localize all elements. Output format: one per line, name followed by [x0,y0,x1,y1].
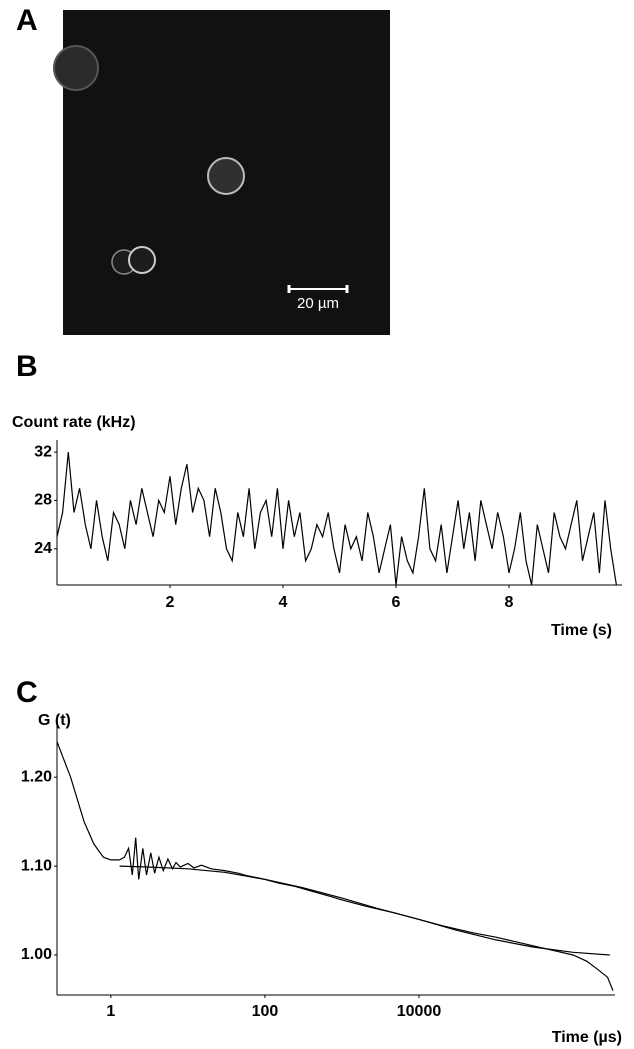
panel-label: A [16,4,38,37]
y-tick-label: 1.20 [21,768,52,785]
x-tick-label: 8 [505,594,514,611]
scale-bar-label: 20 µm [297,295,339,312]
panel-label: B [16,350,38,383]
y-tick-label: 1.00 [21,946,52,963]
x-tick-label: 10000 [397,1003,442,1020]
y-axis-label: G (t) [38,712,71,729]
x-tick-label: 4 [279,594,288,611]
y-tick-label: 24 [34,540,52,557]
panel-label: C [16,676,38,709]
data-line [56,452,617,586]
x-tick-label: 1 [106,1003,115,1020]
x-tick-label: 2 [166,594,175,611]
data-line [119,865,610,956]
y-tick-label: 28 [34,492,52,509]
x-tick-label: 6 [392,594,401,611]
y-tick-label: 32 [34,443,52,460]
y-tick-label: 1.10 [21,857,52,874]
cell [53,45,99,91]
x-axis-label: Time (s) [551,622,612,639]
data-line [56,741,614,991]
y-axis-label: Count rate (kHz) [12,414,136,431]
x-axis-label: Time (µs) [552,1029,622,1046]
x-tick-label: 100 [252,1003,279,1020]
cell [128,246,156,274]
micrograph: 20 µm [53,10,390,335]
cell [207,157,245,195]
